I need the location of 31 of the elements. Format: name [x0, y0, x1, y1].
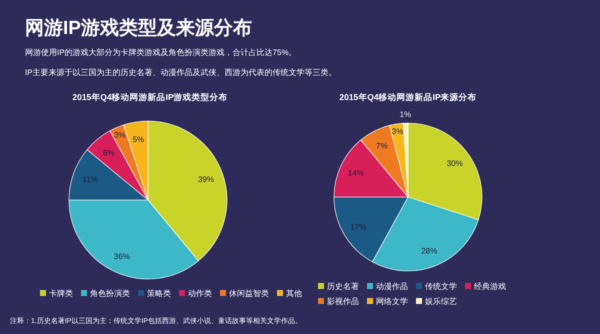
chart-title: 2015年Q4移动网游新品IP游戏类型分布: [72, 92, 228, 102]
legend-label: 动作类: [188, 289, 212, 298]
data-label: 39%: [198, 175, 214, 184]
data-label: 3%: [392, 127, 404, 136]
legend-label: 卡牌类: [49, 289, 73, 298]
legend-label: 动漫作品: [376, 282, 408, 291]
data-label: 7%: [376, 142, 388, 151]
data-label: 36%: [114, 252, 130, 261]
text: 网游使用IP的游戏大部分为卡牌类游戏及角色扮演类游戏，合计占比达75%。: [25, 48, 297, 57]
legend-label: 网络文学: [376, 297, 408, 306]
data-label: 6%: [102, 148, 115, 158]
data-label: 3%: [114, 130, 126, 140]
data-label: 28%: [421, 246, 438, 256]
text: IP主要来源于以三国为主的历史名著、动漫作品及武侠、西游为代表的传统文学等三类。: [25, 68, 337, 77]
data-label: 17%: [350, 222, 366, 232]
legend-label: 影视作品: [327, 297, 359, 306]
data-label: 14%: [348, 168, 364, 178]
legend-label: 休闲益智类: [229, 289, 269, 298]
data-label: 30%: [446, 159, 463, 168]
legend-label: 角色扮演类: [90, 289, 130, 298]
legend-label: 娱乐综艺: [425, 297, 457, 306]
legend-label: 其他: [286, 289, 302, 298]
text: 网游IP游戏类型及来源分布: [25, 17, 252, 39]
chart-title: 2015年Q4移动网游新品IP来源分布: [339, 92, 477, 102]
data-label: 1%: [400, 110, 412, 120]
legend-label: 历史名著: [327, 282, 359, 291]
legend-label: 策略类: [147, 289, 171, 298]
data-label: 5%: [132, 135, 144, 144]
legend-label: 经典游戏: [474, 282, 506, 291]
legend-label: 传统文学: [425, 282, 457, 291]
data-label: 11%: [82, 175, 98, 184]
